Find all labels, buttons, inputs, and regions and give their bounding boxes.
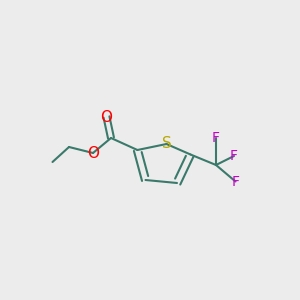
Text: S: S [162,136,171,152]
Text: O: O [100,110,112,124]
Text: F: F [230,149,238,163]
Text: F: F [212,131,220,145]
Text: F: F [232,175,239,188]
Text: O: O [87,146,99,160]
